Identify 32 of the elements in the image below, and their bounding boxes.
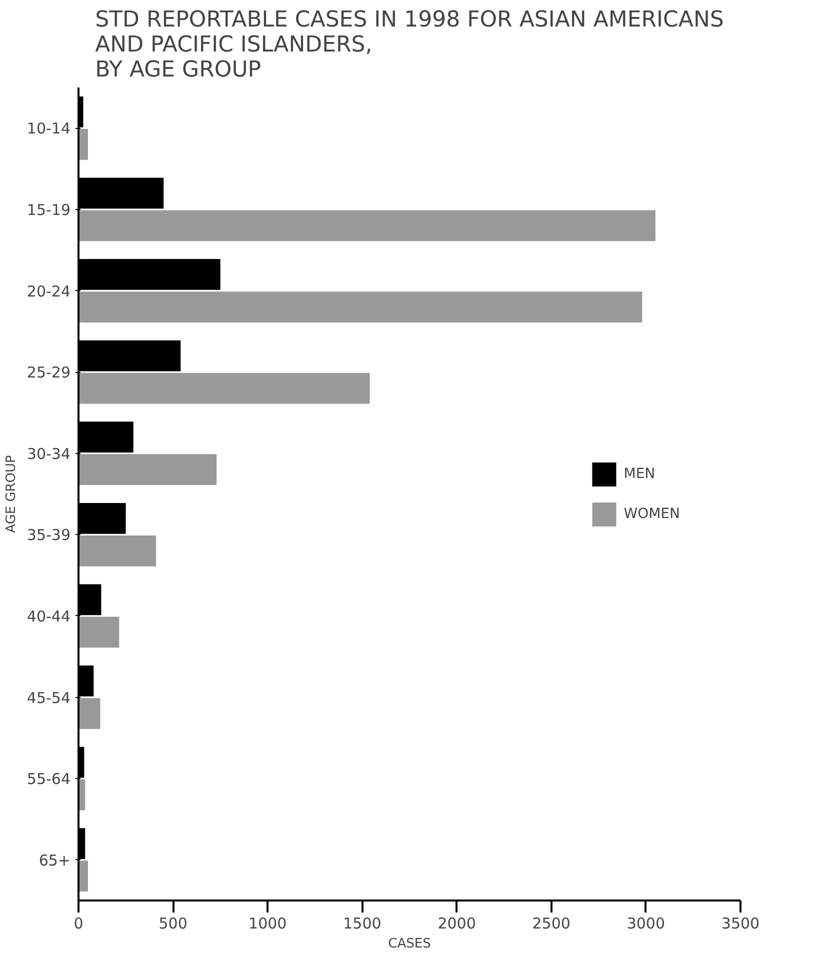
bar bbox=[78, 210, 656, 242]
bar bbox=[78, 616, 120, 648]
x-tick-label: 1500 bbox=[343, 914, 382, 932]
y-tick-label: 65+ bbox=[38, 851, 70, 870]
y-tick-label: 15-19 bbox=[26, 200, 71, 219]
x-tick-label: 2000 bbox=[438, 914, 476, 932]
x-tick-label: 3000 bbox=[626, 914, 666, 932]
bar bbox=[78, 372, 370, 404]
bar bbox=[78, 292, 642, 322]
bar bbox=[78, 698, 100, 729]
y-tick-label: 35-39 bbox=[26, 526, 71, 544]
y-tick-label: 10-14 bbox=[26, 120, 71, 138]
y-tick-label: 20-24 bbox=[26, 282, 71, 300]
x-tick-label: 1000 bbox=[248, 914, 287, 932]
x-tick-label: 0 bbox=[74, 914, 84, 932]
y-tick-label: 40-44 bbox=[26, 607, 71, 626]
x-tick-label: 500 bbox=[158, 914, 188, 932]
y-tick-label: 45-54 bbox=[26, 688, 71, 707]
chart-title: STD REPORTABLE CASES IN 1998 FOR ASIAN AMERICANS AND PACIFIC ISLANDERS, BY AGE GROUP bbox=[95, 8, 724, 82]
bar bbox=[78, 128, 88, 160]
y-tick-label: 55-64 bbox=[26, 770, 71, 788]
x-axis-title: CASES bbox=[388, 936, 431, 952]
x-tick-label: 2500 bbox=[532, 914, 570, 932]
y-tick-label: 25-29 bbox=[26, 364, 71, 382]
y-tick-label: 30-34 bbox=[26, 444, 71, 463]
bar bbox=[78, 860, 88, 892]
bar bbox=[78, 454, 217, 486]
legend-label: MEN bbox=[624, 466, 656, 482]
bar bbox=[78, 535, 156, 566]
x-tick-label: 3500 bbox=[721, 914, 760, 932]
y-axis-title: AGE GROUP bbox=[4, 454, 19, 533]
legend-label: WOMEN bbox=[624, 506, 680, 522]
